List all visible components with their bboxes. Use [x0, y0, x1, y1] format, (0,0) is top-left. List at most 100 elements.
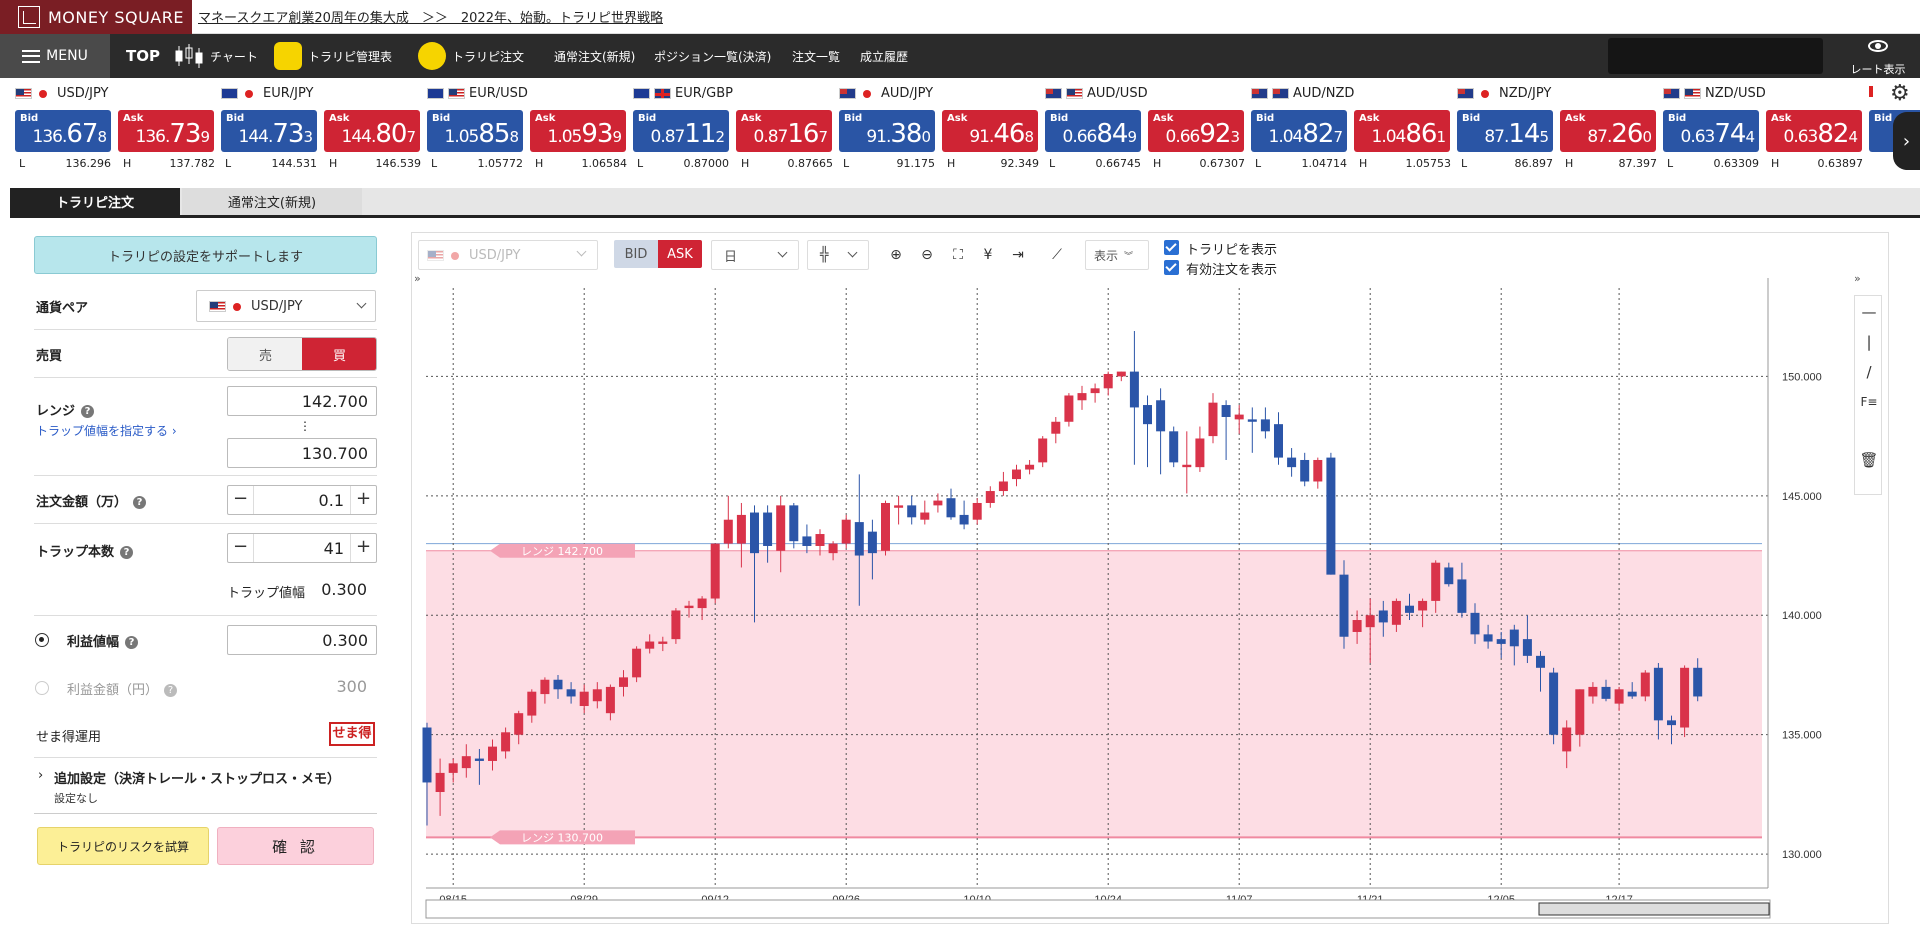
sell-button[interactable]: 売	[228, 338, 303, 370]
nav-orders[interactable]: 注文一覧	[792, 49, 841, 64]
ask-button[interactable]: Ask 144.807	[324, 110, 420, 152]
help-icon[interactable]: ?	[133, 496, 147, 509]
candle	[1601, 686, 1611, 699]
bid-button[interactable]: Bid 136.678	[15, 110, 111, 152]
ask-button[interactable]: Ask 91.468	[942, 110, 1038, 152]
scale-icon[interactable]: ¥	[983, 247, 993, 263]
nav-search-box[interactable]	[1608, 38, 1823, 74]
trend-line-icon[interactable]: /	[1866, 363, 1872, 381]
confirm-button[interactable]: 確 認	[217, 827, 374, 865]
extra-settings-label: 追加設定（決済トレール・ストップロス・メモ）	[54, 772, 341, 787]
help-icon[interactable]: ?	[125, 636, 139, 649]
ask-button[interactable]: Ask 136.739	[118, 110, 214, 152]
tab-normal-order[interactable]: 通常注文(新規)	[182, 188, 362, 215]
candle	[488, 746, 497, 761]
display-select[interactable]: 表示 ︾	[1085, 240, 1149, 270]
bid-button[interactable]: Bid 91.380	[839, 110, 935, 152]
trap-count-value[interactable]: 41	[323, 539, 344, 558]
buy-button[interactable]: 買	[302, 338, 376, 370]
tab-trapi-order[interactable]: トラリピ注文	[10, 188, 180, 215]
bid-button[interactable]: Bid 0.63744	[1663, 110, 1759, 152]
minus-icon[interactable]: −	[228, 534, 254, 562]
plus-icon[interactable]: +	[350, 534, 376, 562]
menu-button[interactable]: MENU	[0, 34, 110, 78]
price-chart[interactable]: 150.000145.000140.000135.000130.00008/15…	[412, 273, 1890, 923]
ask-button[interactable]: Ask 0.63824	[1766, 110, 1862, 152]
range-high-input[interactable]: 142.700	[227, 386, 377, 416]
nav-normal-order[interactable]: 通常注文(新規)	[554, 49, 636, 64]
range-low-input[interactable]: 130.700	[227, 438, 377, 468]
high-value: 87.397	[1618, 157, 1658, 170]
us-flag-icon	[1684, 88, 1701, 99]
nav-history[interactable]: 成立履歴	[860, 49, 909, 64]
ask-button[interactable]: Ask 87.260	[1560, 110, 1656, 152]
candle	[1378, 610, 1388, 623]
profit-width-input[interactable]: 0.300	[227, 625, 377, 655]
announcement-link[interactable]: マネースクエア創業20周年の集大成 ＞＞ 2022年、始動。トラリピ世界戦略	[198, 11, 663, 26]
zoom-out-icon[interactable]: ⊖	[921, 247, 933, 263]
rate-card: EUR/USD Bid 1.05858 Ask 1.05939 L 1.05772 H 1.06…	[412, 80, 627, 176]
extra-settings-row[interactable]: › 追加設定（決済トレール・ストップロス・メモ） 設定なし	[34, 758, 377, 814]
nav-chart[interactable]: チャート	[174, 34, 258, 78]
ask-button[interactable]: Ask 0.87167	[736, 110, 832, 152]
add-indicator-icon[interactable]: ⟋	[1052, 247, 1062, 263]
vertical-line-icon[interactable]: |	[1866, 333, 1872, 351]
trash-icon[interactable]: 🗑	[1859, 451, 1879, 469]
trap-width-link[interactable]: トラップ値幅を指定する ›	[36, 424, 177, 438]
rates-next-button[interactable]: ›	[1893, 112, 1920, 170]
bid-button[interactable]: Bid 87.145	[1457, 110, 1553, 152]
pair-select-value: USD/JPY	[251, 298, 303, 314]
nav-top[interactable]: TOP	[126, 47, 160, 65]
candle	[1116, 371, 1126, 377]
pair-select[interactable]: USD/JPY	[196, 290, 376, 322]
support-button[interactable]: トラリピの設定をサポートします	[34, 236, 377, 274]
au-flag-icon	[1045, 88, 1062, 99]
zoom-in-icon[interactable]: ⊕	[890, 247, 902, 263]
bid-button[interactable]: Bid 1.04827	[1251, 110, 1347, 152]
ask-button[interactable]: ASK	[658, 240, 702, 268]
range-label-text: レンジ	[36, 404, 76, 419]
candle	[1260, 419, 1270, 432]
fit-icon[interactable]: ⛶	[953, 247, 963, 263]
rate-card: AUD/USD Bid 0.66849 Ask 0.66923 L 0.66745 H 0.67…	[1030, 80, 1245, 176]
bid-button[interactable]: Bid 0.87112	[633, 110, 729, 152]
bid-button[interactable]: BID	[614, 240, 658, 268]
ask-button[interactable]: Ask 1.04861	[1354, 110, 1450, 152]
money-square-logo[interactable]: MONEY SQUARE	[0, 0, 192, 34]
plus-icon[interactable]: +	[350, 486, 376, 514]
timeframe-select[interactable]: 日	[711, 240, 799, 270]
show-trapi-checkbox[interactable]	[1164, 240, 1179, 255]
show-orders-checkbox[interactable]	[1164, 260, 1179, 275]
high-key: H	[123, 157, 132, 170]
amount-value[interactable]: 0.1	[318, 491, 344, 510]
horizontal-line-icon[interactable]: —	[1861, 303, 1877, 321]
ask-button[interactable]: Ask 0.66923	[1148, 110, 1244, 152]
fibonacci-icon[interactable]: F≡	[1860, 395, 1878, 409]
nav-trapi-order[interactable]: トラリピ注文	[418, 34, 524, 78]
sema-badge[interactable]: せま得	[329, 722, 375, 746]
main-nav: MENU TOP チャート トラリピ管理表 トラリピ注文 通常注文(新規) ポジ…	[0, 34, 1920, 78]
nav-positions[interactable]: ポジション一覧(決済)	[654, 49, 772, 64]
candle	[566, 689, 576, 697]
candle	[1169, 431, 1179, 463]
nav-trapi-manage[interactable]: トラリピ管理表	[274, 34, 392, 78]
profit-width-radio[interactable]	[35, 633, 49, 647]
help-icon[interactable]: ?	[164, 684, 178, 697]
help-icon[interactable]: ?	[81, 405, 95, 418]
help-icon[interactable]: ?	[120, 546, 134, 559]
bid-button[interactable]: Bid 0.66849	[1045, 110, 1141, 152]
bid-button[interactable]: Bid 144.733	[221, 110, 317, 152]
trap-count-label-text: トラップ本数	[36, 545, 115, 560]
ask-button[interactable]: Ask 1.05939	[530, 110, 626, 152]
logo-text: MONEY SQUARE	[48, 7, 184, 27]
jump-latest-icon[interactable]: ⇥	[1012, 247, 1024, 263]
chart-pair-select[interactable]: USD/JPY	[418, 240, 598, 270]
gear-icon[interactable]: ⚙	[1890, 81, 1910, 106]
minus-icon[interactable]: −	[228, 486, 254, 514]
bid-button[interactable]: Bid 1.05858	[427, 110, 523, 152]
risk-simulation-button[interactable]: トラリピのリスクを試算	[37, 827, 209, 865]
candle	[1627, 691, 1637, 697]
chart-type-select[interactable]: ╬	[807, 240, 869, 270]
rate-display-toggle[interactable]: レート表示	[1840, 34, 1916, 78]
profit-amount-radio[interactable]	[35, 681, 49, 695]
